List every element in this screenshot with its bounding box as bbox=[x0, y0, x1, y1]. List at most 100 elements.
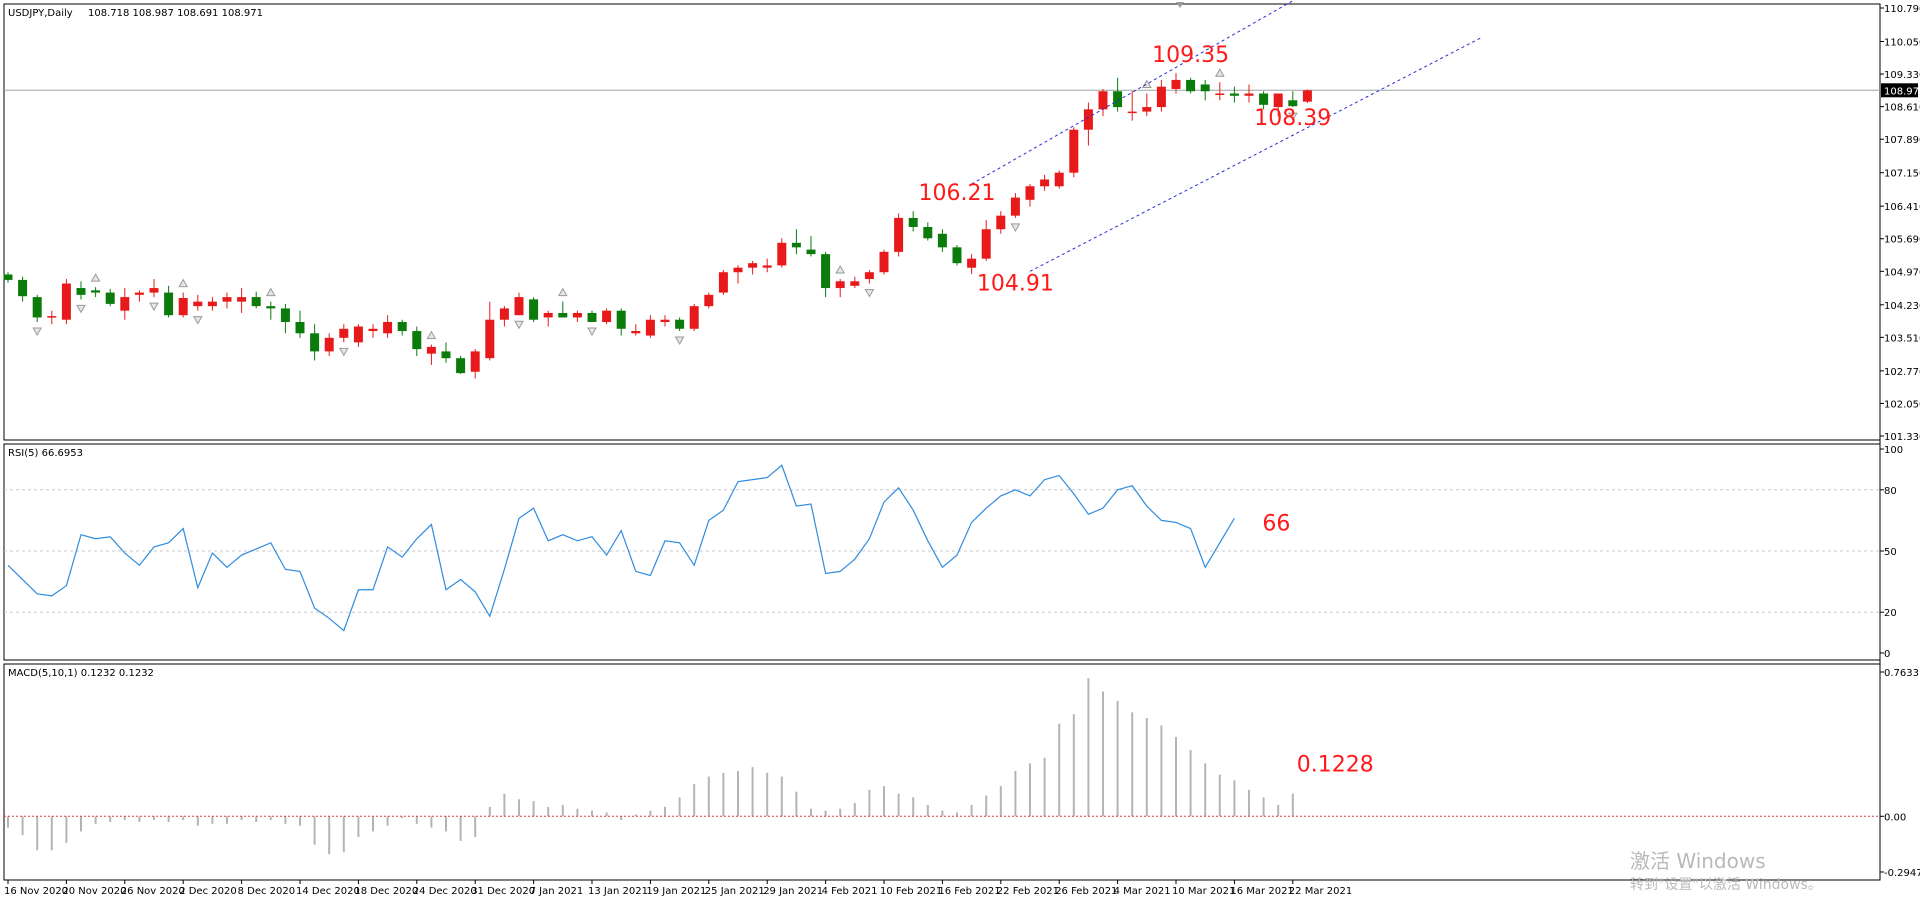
candle-body bbox=[456, 358, 466, 374]
date-tick-label: 7 Jan 2021 bbox=[530, 886, 584, 897]
candle-body bbox=[952, 247, 962, 264]
fractal-down-arrow bbox=[587, 327, 597, 336]
candle-body bbox=[441, 351, 451, 359]
price-tick-label: 107.890 bbox=[1884, 135, 1920, 146]
macd-header: MACD(5,10,1) 0.1232 0.1232 bbox=[8, 668, 154, 679]
candle-body bbox=[353, 326, 363, 343]
price-annotation: 108.39 bbox=[1254, 106, 1331, 131]
candle-body bbox=[18, 279, 28, 297]
fractal-down-arrow bbox=[76, 304, 86, 314]
candle-body bbox=[572, 312, 582, 318]
macd-tick-label: -0.2947 bbox=[1884, 868, 1920, 879]
candle-body bbox=[1186, 79, 1196, 92]
candle-body bbox=[1156, 86, 1166, 108]
date-tick-label: 10 Feb 2021 bbox=[880, 886, 942, 897]
candle-body bbox=[850, 281, 860, 286]
candle-body bbox=[1054, 172, 1064, 187]
price-annotation: 109.35 bbox=[1152, 43, 1229, 68]
rsi-line bbox=[7, 464, 1235, 632]
date-tick-label: 20 Nov 2020 bbox=[62, 886, 126, 897]
rsi-tick-label: 20 bbox=[1884, 608, 1897, 619]
candle-body bbox=[251, 297, 261, 307]
macd-pane[interactable]: 0.7633 0.00 -0.2947 MACD(5,10,1) 0.1232 0.1… bbox=[4, 668, 1920, 879]
price-tick-label: 110.050 bbox=[1884, 37, 1920, 48]
candle-body bbox=[120, 297, 130, 311]
date-tick-label: 8 Dec 2020 bbox=[238, 886, 296, 897]
candle-body bbox=[499, 308, 509, 320]
candle-body bbox=[879, 251, 889, 273]
date-tick-label: 18 Dec 2020 bbox=[354, 886, 418, 897]
date-tick-label: 19 Jan 2021 bbox=[646, 886, 706, 897]
price-tick-label: 106.410 bbox=[1884, 202, 1920, 213]
price-tick-label: 110.790 bbox=[1884, 4, 1920, 15]
candle-body bbox=[1288, 100, 1298, 107]
date-tick-label: 2 Dec 2020 bbox=[179, 886, 237, 897]
date-tick-label: 4 Feb 2021 bbox=[822, 886, 878, 897]
current-price-box bbox=[1881, 83, 1918, 98]
candle-body bbox=[981, 229, 991, 259]
candle-body bbox=[543, 312, 553, 318]
date-tick-label: 29 Jan 2021 bbox=[763, 886, 823, 897]
candle-body bbox=[864, 272, 874, 280]
fractal-up-arrow bbox=[90, 273, 101, 282]
candle-body bbox=[1069, 129, 1079, 173]
candle-body bbox=[76, 288, 86, 295]
candle-body bbox=[426, 346, 436, 354]
candle-body bbox=[1040, 179, 1050, 187]
candle-body bbox=[412, 331, 422, 350]
price-tick-label: 109.330 bbox=[1884, 70, 1920, 81]
rsi-header: RSI(5) 66.6953 bbox=[8, 448, 83, 459]
candle-body bbox=[689, 306, 699, 329]
candle-body bbox=[558, 312, 568, 318]
candle-body bbox=[718, 272, 728, 293]
watermark-line-1: 激活 Windows bbox=[1630, 849, 1766, 873]
price-tick-label: 107.150 bbox=[1884, 169, 1920, 180]
macd-annotation: 0.1228 bbox=[1297, 753, 1374, 778]
candle-body bbox=[923, 226, 933, 239]
price-pane[interactable]: 110.790 110.050 109.330 108.610 107.890 107.1… bbox=[3, 0, 1920, 443]
fractal-down-arrow bbox=[338, 347, 349, 357]
current-price-label: 108.971 bbox=[1884, 86, 1920, 97]
candle-body bbox=[383, 321, 393, 334]
candle-body bbox=[207, 301, 217, 307]
candle-body bbox=[1200, 84, 1210, 92]
price-tick-label: 104.230 bbox=[1884, 301, 1920, 312]
candle-body bbox=[324, 337, 334, 352]
candle-body bbox=[1244, 93, 1254, 96]
candle-body bbox=[470, 351, 480, 372]
candle-body bbox=[1302, 90, 1312, 102]
date-tick-label: 16 Feb 2021 bbox=[938, 886, 1000, 897]
candle-body bbox=[280, 308, 290, 322]
fractal-down-arrow bbox=[864, 289, 875, 298]
fractal-down-arrow bbox=[1287, 112, 1298, 122]
rsi-pane[interactable]: 100 80 50 20 0 RSI(5) 66.6953 66 bbox=[4, 445, 1903, 660]
date-tick-label: 31 Dec 2020 bbox=[471, 886, 535, 897]
candle-body bbox=[134, 292, 144, 295]
fractal-up-arrow bbox=[835, 264, 846, 274]
candle-body bbox=[616, 310, 626, 329]
candle-body bbox=[193, 301, 203, 307]
candle-body bbox=[733, 267, 743, 273]
candle-body bbox=[748, 263, 758, 268]
candle-body bbox=[397, 321, 407, 332]
candle-body bbox=[1215, 93, 1225, 96]
candle-body bbox=[894, 217, 904, 252]
candle-body bbox=[967, 258, 977, 268]
candle-body bbox=[1083, 109, 1093, 130]
windows-activation-watermark: 激活 Windows 转到"设置"以激活 Windows。 bbox=[1630, 845, 1822, 894]
candle-body bbox=[908, 217, 918, 227]
candle-body bbox=[1171, 79, 1181, 89]
rsi-tick-label: 80 bbox=[1884, 486, 1897, 497]
candle-body bbox=[105, 292, 115, 304]
date-tick-label: 14 Dec 2020 bbox=[296, 886, 360, 897]
price-tick-label: 101.330 bbox=[1884, 432, 1920, 443]
candle-body bbox=[587, 312, 597, 322]
rsi-annotation: 66 bbox=[1262, 511, 1290, 536]
price-tick-label: 103.510 bbox=[1884, 333, 1920, 344]
candle-body bbox=[1010, 197, 1020, 216]
candle-body bbox=[295, 321, 305, 334]
candle-body bbox=[339, 328, 349, 338]
candle-body bbox=[631, 331, 641, 334]
